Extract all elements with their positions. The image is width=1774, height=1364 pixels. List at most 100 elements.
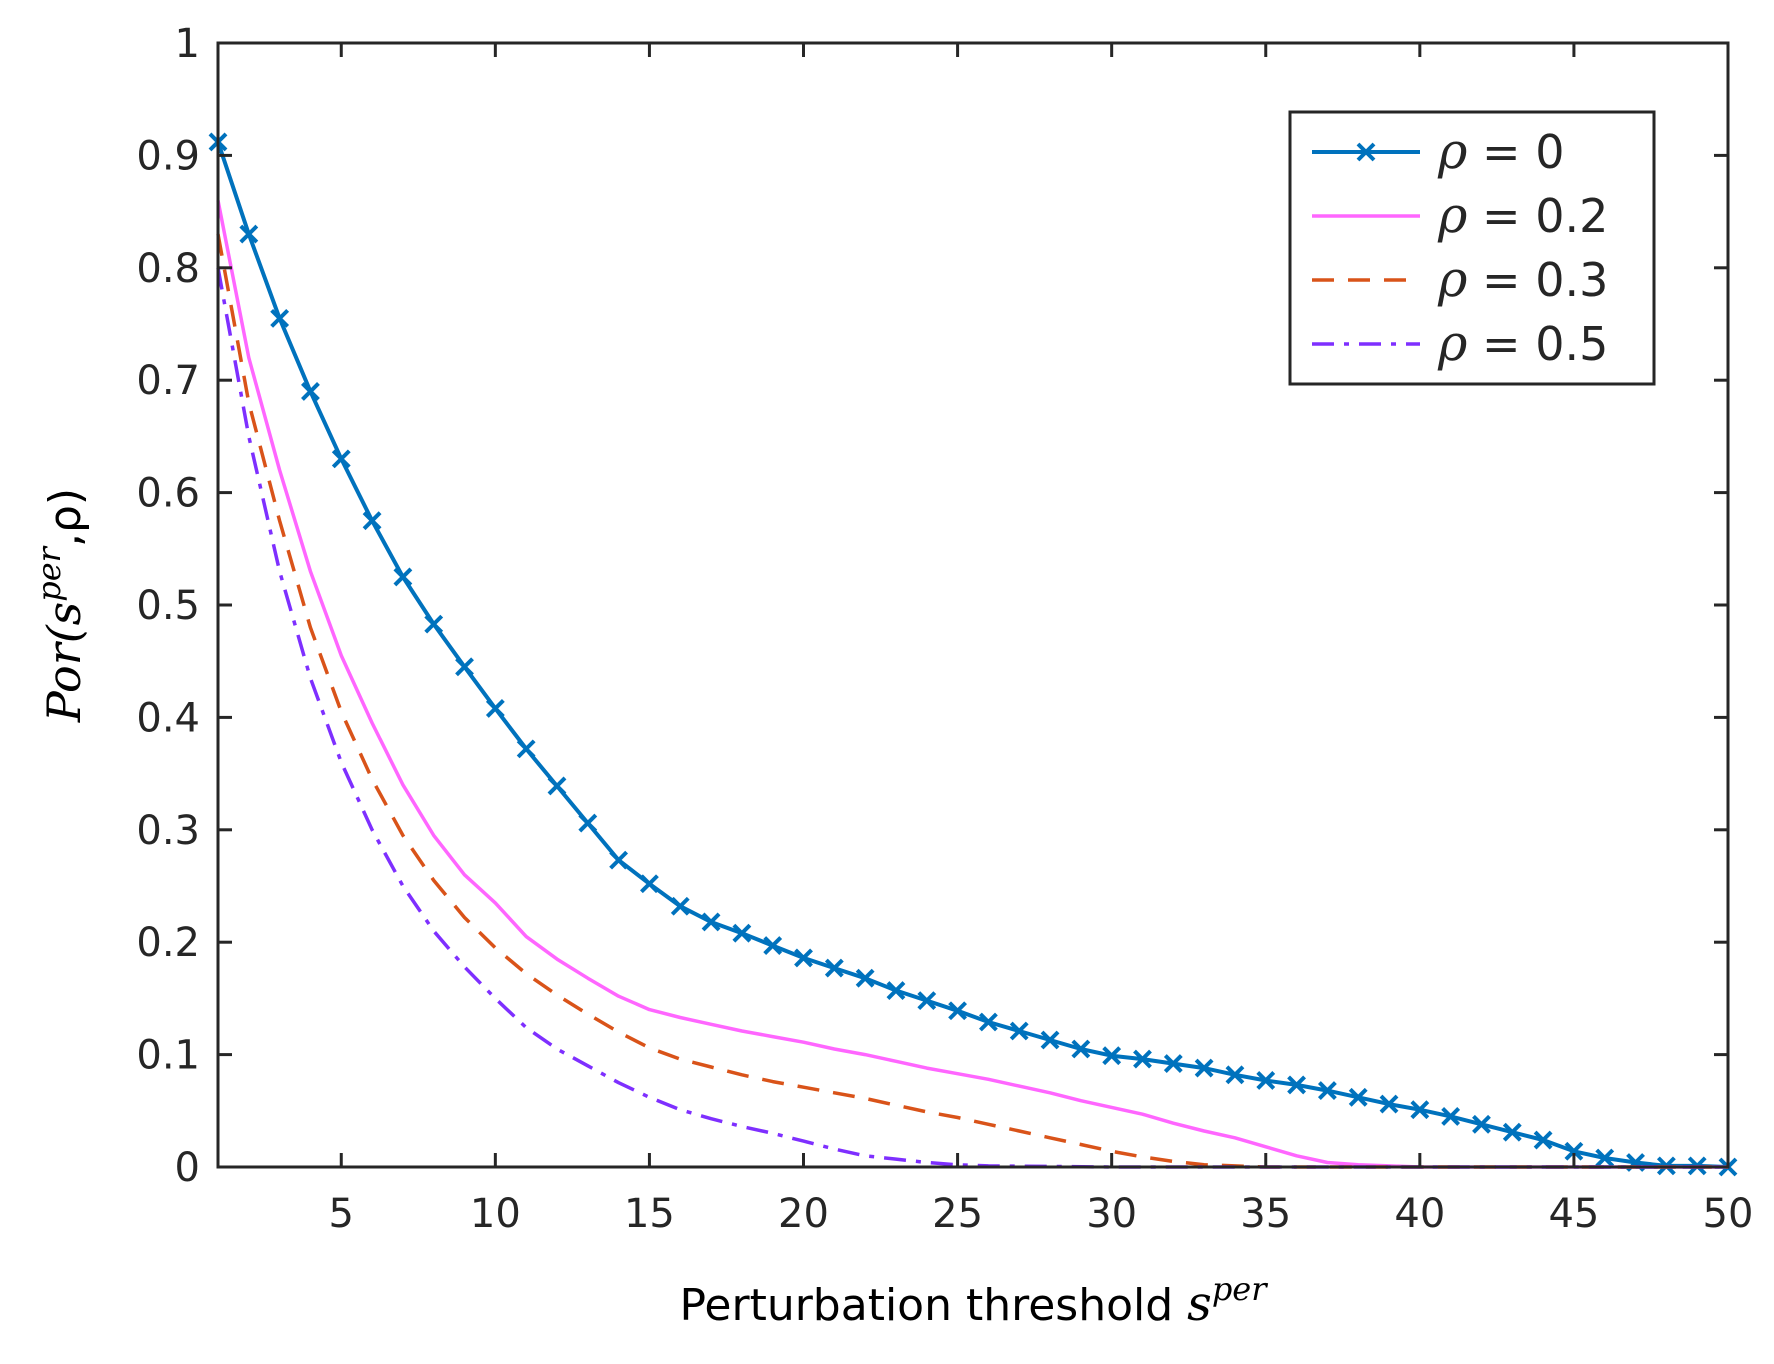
x-axis-title-superscript: per: [1212, 1270, 1268, 1308]
marker-stroke: [732, 923, 752, 943]
data-point: [1225, 1065, 1245, 1085]
marker-stroke: [1163, 1054, 1183, 1074]
marker-stroke: [978, 1012, 998, 1032]
marker-stroke: [1071, 1039, 1091, 1059]
marker-stroke: [1194, 1058, 1214, 1078]
x-tick-label: 25: [932, 1191, 983, 1237]
data-point: [609, 850, 629, 870]
data-point: [301, 382, 320, 401]
data-point: [763, 936, 783, 955]
data-point: [824, 958, 844, 978]
data-point: [670, 896, 690, 916]
legend-symbol: ρ: [1437, 186, 1468, 244]
x-tick-label: 10: [470, 1191, 521, 1237]
marker-stroke: [485, 698, 505, 718]
marker-stroke: [1410, 1100, 1430, 1120]
legend-value: = 0: [1467, 125, 1564, 179]
series-line-2: [216, 233, 1728, 1169]
data-point: [732, 923, 752, 943]
y-tick-label: 0.1: [136, 1033, 200, 1079]
marker-stroke: [917, 991, 937, 1011]
series-layer: [208, 132, 1738, 1177]
marker-stroke: [1009, 1021, 1029, 1041]
marker-stroke: [301, 382, 320, 401]
y-tick-label: 0.8: [136, 246, 200, 292]
data-point: [917, 991, 937, 1011]
y-axis-title-superscript: per: [30, 545, 68, 601]
legend-entry: ρ = 0.5: [1312, 314, 1608, 372]
marker-stroke: [824, 958, 844, 978]
marker-stroke: [763, 936, 783, 955]
x-tick-label: 45: [1548, 1191, 1599, 1237]
marker-stroke: [855, 968, 875, 988]
y-tick-label: 0: [175, 1145, 200, 1191]
data-point: [1595, 1148, 1615, 1168]
legend-symbol: ρ: [1437, 314, 1468, 372]
data-point: [886, 981, 906, 1000]
data-point: [1348, 1087, 1368, 1107]
data-point: [393, 567, 413, 587]
marker-stroke: [516, 739, 536, 759]
data-point: [1441, 1107, 1461, 1126]
marker-stroke: [578, 813, 598, 833]
legend: ρ = 0ρ = 0.2ρ = 0.3ρ = 0.5: [1288, 110, 1656, 386]
marker-stroke: [609, 850, 629, 870]
data-point: [1472, 1114, 1491, 1134]
marker-stroke: [1287, 1075, 1306, 1095]
y-tick-label: 0.7: [136, 358, 200, 404]
data-point: [516, 739, 536, 759]
data-point: [794, 948, 813, 968]
y-tick-label: 1: [175, 21, 200, 67]
marker-stroke: [794, 948, 813, 968]
data-point: [1564, 1141, 1584, 1161]
data-point: [270, 308, 290, 328]
marker-stroke: [1379, 1094, 1399, 1114]
marker-stroke: [239, 224, 259, 244]
marker-stroke: [362, 511, 382, 531]
marker-stroke: [1595, 1148, 1615, 1168]
y-axis-title-symbol: s: [37, 602, 91, 626]
marker-stroke: [948, 1001, 968, 1021]
legend-value: = 0.3: [1467, 253, 1608, 307]
data-point: [331, 449, 351, 469]
data-point: [1317, 1081, 1337, 1100]
marker-stroke: [1348, 1087, 1368, 1107]
legend-label: ρ = 0.2: [1437, 186, 1608, 244]
data-point: [1133, 1049, 1152, 1069]
marker-stroke: [1564, 1141, 1584, 1161]
data-point: [1256, 1071, 1276, 1090]
x-tick-label: 35: [1240, 1191, 1291, 1237]
data-point: [547, 776, 567, 796]
marker-stroke: [701, 912, 721, 932]
marker-stroke: [424, 614, 444, 634]
data-point: [1379, 1094, 1399, 1114]
y-tick-label: 0.2: [136, 920, 200, 966]
x-axis-title-symbol: s: [1187, 1276, 1212, 1332]
marker-stroke: [547, 776, 567, 796]
y-tick-label: 0.9: [136, 133, 200, 179]
marker-stroke: [1040, 1030, 1060, 1050]
data-point: [578, 813, 598, 833]
marker-stroke: [640, 874, 659, 894]
y-axis-title: Por(sper,ρ): [30, 488, 91, 723]
legend-entry: ρ = 0.3: [1312, 250, 1608, 308]
legend-label: ρ = 0: [1437, 122, 1564, 180]
y-tick-label: 0.4: [136, 695, 200, 741]
data-point: [485, 698, 505, 718]
data-point: [855, 968, 875, 988]
legend-label: ρ = 0.5: [1437, 314, 1608, 372]
data-point: [948, 1001, 968, 1021]
x-axis-title-text: Perturbation threshold: [679, 1280, 1187, 1331]
legend-entry: ρ = 0: [1312, 122, 1564, 180]
marker-stroke: [393, 567, 413, 587]
marker-stroke: [1102, 1046, 1122, 1066]
x-tick-label: 5: [329, 1191, 354, 1237]
marker-stroke: [886, 981, 906, 1000]
data-point: [978, 1012, 998, 1032]
y-axis-title-tail: ,ρ): [40, 488, 91, 547]
data-point: [424, 614, 444, 634]
data-point: [1287, 1075, 1306, 1095]
data-point: [701, 912, 721, 932]
data-point: [362, 511, 382, 531]
marker-stroke: [1256, 1071, 1276, 1090]
